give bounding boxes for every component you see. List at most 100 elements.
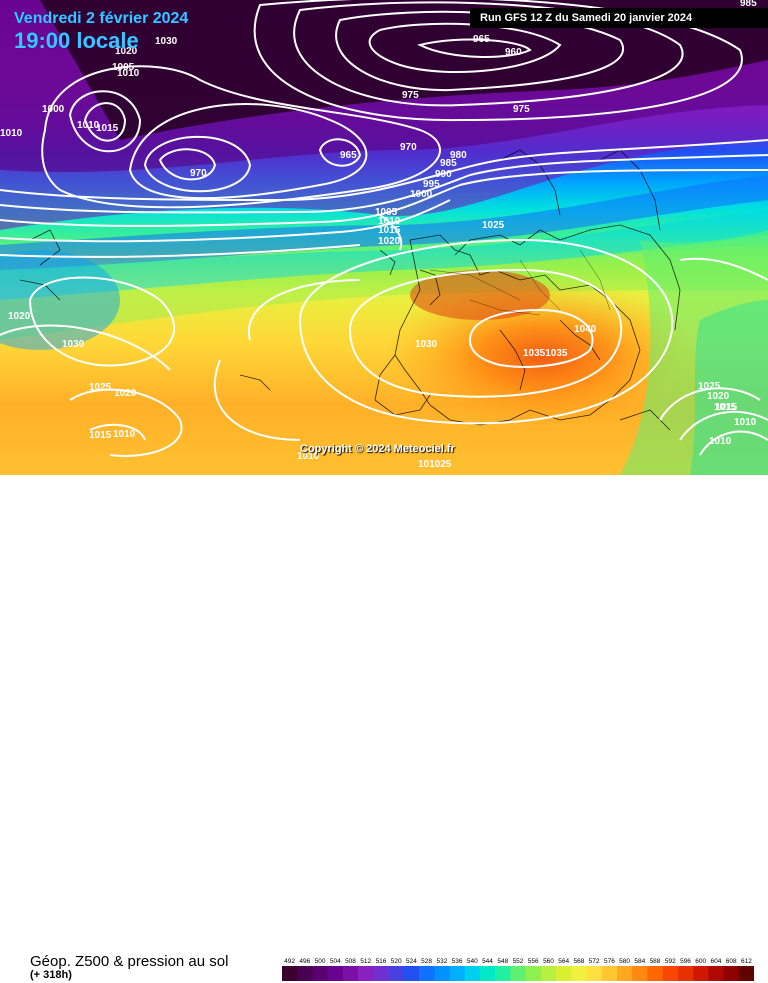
copyright-notice: Copyright © 2024 Meteociel.fr [300, 443, 455, 455]
forecast-local-time: 19:00 locale [14, 28, 139, 53]
map-title: Géop. Z500 & pression au sol [30, 953, 229, 970]
isobar-label: 1010 [77, 120, 100, 131]
isobar-label: 965 [473, 34, 490, 45]
scale-swatch [525, 966, 542, 981]
isobar-label: 1010 [0, 128, 23, 139]
scale-tick-label: 548 [497, 958, 508, 965]
scale-swatch [617, 966, 633, 981]
isobar-label: 970 [190, 168, 207, 179]
scale-swatch [495, 966, 511, 981]
scale-swatch [434, 966, 450, 981]
color-scale-legend: 492 496 500 504 508 512 516 520 524 528 532 536 540 5… [282, 958, 754, 981]
scale-swatch [738, 966, 754, 981]
scale-tick-label: 592 [665, 958, 676, 965]
isobar-label: 1020 [114, 388, 137, 399]
scale-swatch [327, 966, 344, 981]
scale-swatch [297, 966, 313, 981]
scale-tick-label: 492 [284, 958, 295, 965]
scale-swatch [449, 966, 465, 981]
scale-swatch [677, 966, 694, 981]
scale-swatch [540, 966, 557, 981]
isobar-label: 1025 [698, 381, 721, 392]
scale-tick-label: 500 [315, 958, 326, 965]
isobar-label: 1020 [378, 236, 401, 247]
scale-tick-label: 516 [376, 958, 387, 965]
isobar-label: 1015 [378, 225, 401, 236]
isobar-label: 1010 [734, 417, 757, 428]
isobar-label: 101025 [418, 459, 452, 470]
scale-swatch [510, 966, 526, 981]
scale-tick-label: 560 [543, 958, 554, 965]
scale-swatch [556, 966, 572, 981]
isobar-label: 1005 [375, 207, 398, 218]
scale-tick-label: 520 [391, 958, 402, 965]
scale-swatch [693, 966, 709, 981]
scale-tick-label: 512 [360, 958, 371, 965]
scale-tick-label: 580 [619, 958, 630, 965]
isobar-label: 960 [505, 47, 522, 58]
isobar-label: 975 [513, 104, 530, 115]
scale-tick-label: 496 [299, 958, 310, 965]
scale-tick-label: 604 [710, 958, 721, 965]
forecast-date: Vendredi 2 février 2024 [14, 10, 189, 27]
scale-tick-label: 600 [695, 958, 706, 965]
isobar-label: 1010 [297, 451, 320, 462]
scale-tick-label: 524 [406, 958, 417, 965]
isobar-label: 980 [450, 150, 467, 161]
scale-tick-label: 552 [513, 958, 524, 965]
isobar-label: 995 [423, 179, 440, 190]
scale-swatch [479, 966, 496, 981]
scale-swatch [723, 966, 739, 981]
scale-swatch [464, 966, 481, 981]
isobar-label: 985 [740, 0, 757, 9]
scale-tick-label: 608 [726, 958, 737, 965]
scale-tick-label: 576 [604, 958, 615, 965]
scale-swatch [388, 966, 405, 981]
isobar-label: 1020 [115, 46, 138, 57]
scale-tick-label: 536 [452, 958, 463, 965]
isobar-label: 1025 [89, 382, 112, 393]
isobar-label: 1015 [89, 430, 112, 441]
scale-swatch [312, 966, 328, 981]
isobar-label: 1015 [96, 123, 119, 134]
isobar-label: 1010 [117, 68, 140, 79]
scale-tick-label: 528 [421, 958, 432, 965]
isobar-label: 975 [402, 90, 419, 101]
isobar-label: 10351035 [523, 348, 568, 359]
scale-tick-label: 596 [680, 958, 691, 965]
scale-tick-label: 532 [436, 958, 447, 965]
scale-swatch [282, 966, 298, 981]
isobar-label: 990 [435, 169, 452, 180]
scale-tick-label: 612 [741, 958, 752, 965]
scale-tick-label: 568 [573, 958, 584, 965]
scale-swatch [662, 966, 679, 981]
isobar-label: 965 [340, 150, 357, 161]
map-footer: Géop. Z500 & pression au sol (+ 318h) 49… [0, 475, 768, 981]
isobar-label: 1030 [155, 36, 178, 47]
scale-tick-label: 564 [558, 958, 569, 965]
isobar-label: 1010 [113, 429, 136, 440]
scale-swatch [632, 966, 648, 981]
isobar-label: 1010 [709, 436, 732, 447]
isobar-label: 1030 [415, 339, 438, 350]
scale-tick-label: 584 [634, 958, 645, 965]
isobar-label: 1025 [482, 220, 505, 231]
scale-swatch [403, 966, 420, 981]
isobar-label: 970 [400, 142, 417, 153]
isobar-label: 1030 [62, 339, 85, 350]
scale-tick-label: 544 [482, 958, 493, 965]
isobar-label: 1015 [714, 402, 737, 413]
isobar-label: 1040 [574, 324, 597, 335]
isobar-label: 1005 [112, 62, 135, 73]
scale-tick-label: 540 [467, 958, 478, 965]
scale-swatch [419, 966, 435, 981]
scale-swatch [342, 966, 359, 981]
isobar-label: 1020 [8, 311, 31, 322]
scale-tick-label: 588 [650, 958, 661, 965]
isobar-label: 1000 [42, 104, 65, 115]
scale-swatch [358, 966, 374, 981]
isobar-label: 1010 [378, 216, 401, 227]
scale-tick-label: 504 [330, 958, 341, 965]
isobar-label: 1000 [410, 189, 433, 200]
forecast-lead-time: (+ 318h) [30, 969, 72, 981]
